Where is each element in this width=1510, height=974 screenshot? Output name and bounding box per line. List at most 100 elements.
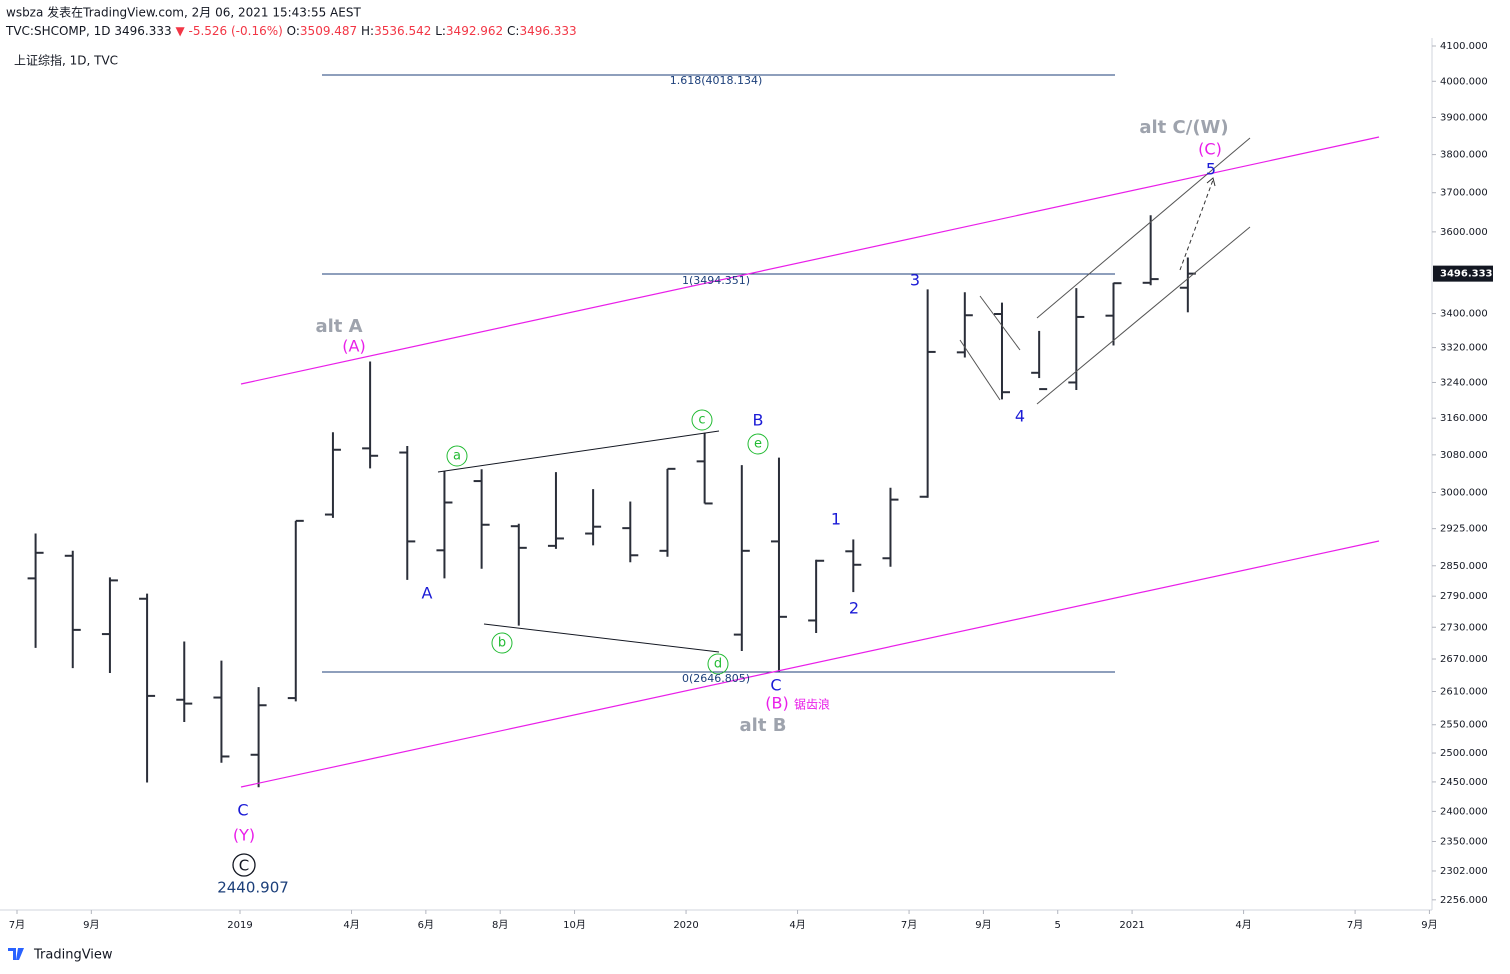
l-label: L: [435,24,446,38]
ohlc-bar [845,539,862,593]
ohlc-bar [585,489,602,546]
wave-label: B [753,411,764,430]
y-tick-label: 2500.000 [1440,748,1488,759]
ohlc-bar [1142,215,1159,286]
ohlc-bar [1031,330,1048,391]
h-label: H: [361,24,374,38]
wave-label: 3 [910,271,920,290]
ohlc-bar [659,467,676,557]
fib-label: 0(2646.805) [682,672,750,685]
y-tick-label: 3160.000 [1440,413,1488,424]
wave-label: 5 [1206,160,1216,179]
footer: TradingView [8,948,113,963]
ohlc-bar [1068,288,1085,390]
x-tick-label: 4月 [1235,919,1251,931]
wave-label: d [714,657,722,672]
ohlc-bar [510,523,527,626]
wave-label: 1 [831,510,841,529]
x-tick-label: 6月 [418,919,434,931]
x-tick-label: 8月 [492,919,508,931]
legend-line: TVC:SHCOMP, 1D 3496.333 ▼ -5.526 (-0.16%… [5,24,577,38]
y-tick-label: 3800.000 [1440,150,1488,161]
wave-label: a [453,449,461,464]
ohlc-bar [696,432,713,505]
y-tick-label: 3240.000 [1440,377,1488,388]
ohlc-bar [622,501,639,563]
x-tick-label: 9月 [975,919,991,931]
ohlc-bar [176,641,193,722]
change: ▼ -5.526 (-0.16%) [175,24,282,38]
wave-label: A [422,584,433,603]
logo [8,948,24,960]
wave-label: c [698,413,705,428]
y-tick-label: 2256.000 [1440,895,1488,906]
ohlc-bar [882,487,899,567]
wave-label: C [237,801,248,820]
ohlc-bar [101,577,118,674]
ohlc-bar [64,550,81,669]
y-tick-label: 2550.000 [1440,720,1488,731]
y-tick-label: 3320.000 [1440,343,1488,354]
ohlc-bar [547,472,564,549]
y-tick-label: 3080.000 [1440,450,1488,461]
x-tick-label: 9月 [83,919,99,931]
ohlc-bar [324,432,341,518]
header: wsbza 发表在TradingView.com, 2月 06, 2021 15… [5,5,577,68]
fib-label: 1.618(4018.134) [670,74,763,87]
ohlc-bar [362,361,379,469]
last-price-label: 3496.333 [1440,269,1493,280]
ohlc-bar [250,687,267,788]
wave-label: C [770,676,781,695]
ohlc-bar [436,471,453,579]
wave-label: alt C/(W) [1139,117,1228,138]
y-tick-label: 2850.000 [1440,561,1488,572]
wave-label: b [498,636,506,651]
last: 3496.333 [114,24,171,38]
ohlc-bar [1179,257,1196,313]
ohlc-bar [27,533,44,648]
wave-label: 2 [849,599,859,618]
y-tick-label: 3400.000 [1440,309,1488,320]
y-tick-label: 3900.000 [1440,112,1488,123]
wave-label: (B) [765,694,788,713]
y-tick-label: 2925.000 [1440,524,1488,535]
y-tick-label: 2610.000 [1440,687,1488,698]
y-tick-label: 2730.000 [1440,622,1488,633]
y-tick-label: 3000.000 [1440,487,1488,498]
ohlc-bar [473,469,490,569]
x-tick-label: 5 [1055,920,1061,931]
y-tick-label: 2790.000 [1440,591,1488,602]
y-tick-label: 2400.000 [1440,806,1488,817]
axes: 4100.000 4000.000 3900.000 3800.000 3700.000… [0,38,1493,931]
wave-label: e [754,437,762,452]
ohlc-bar [213,660,230,763]
ohlc-bar [808,559,825,634]
y-tick-label: 2350.000 [1440,836,1488,847]
y-tick-label: 4000.000 [1440,76,1488,87]
y-tick-label: 3700.000 [1440,188,1488,199]
y-tick-label: 4100.000 [1440,41,1488,52]
wave-label: (Y) [233,826,255,845]
x-tick-label: 2021 [1119,920,1144,931]
o: 3509.487 [300,24,357,38]
wave-label: (C) [1198,140,1222,159]
ohlc-bar [399,446,416,580]
x-tick-label: 7月 [9,919,25,931]
c-label: C: [507,24,519,38]
x-tick-label: 2019 [227,920,252,931]
wave-label: 4 [1015,407,1025,426]
wave-label: alt B [740,715,787,736]
c: 3496.333 [519,24,576,38]
wave-note: 锯齿浪 [794,697,830,712]
drawings [232,74,1380,877]
h: 3536.542 [374,24,431,38]
symbol: TVC:SHCOMP, 1D [5,24,111,38]
brand: TradingView [33,948,113,963]
l: 3492.962 [446,24,503,38]
wave-label: C [239,857,249,875]
price-note: 2440.907 [217,879,289,897]
fib-label: 1(3494.351) [682,274,750,287]
ohlc-bar [139,593,156,783]
y-tick-label: 2670.000 [1440,654,1488,665]
